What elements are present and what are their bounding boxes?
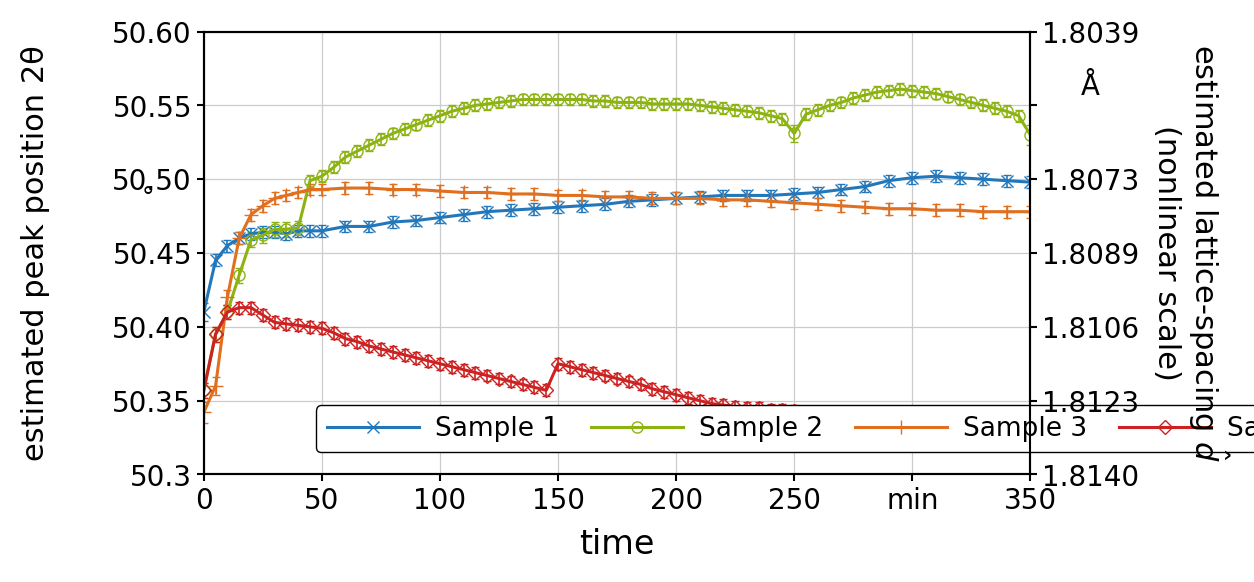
- X-axis label: time: time: [579, 528, 655, 561]
- Legend: Sample 1, Sample 2, Sample 3, Sample 4: Sample 1, Sample 2, Sample 3, Sample 4: [316, 406, 1254, 452]
- Y-axis label: estimated lattice-spacing $\hat{d}$
(nonlinear scale): estimated lattice-spacing $\hat{d}$ (non…: [1151, 44, 1229, 462]
- Text: Å: Å: [1080, 73, 1099, 101]
- Text: °: °: [142, 186, 154, 210]
- Y-axis label: estimated peak position 2θ: estimated peak position 2θ: [21, 45, 50, 461]
